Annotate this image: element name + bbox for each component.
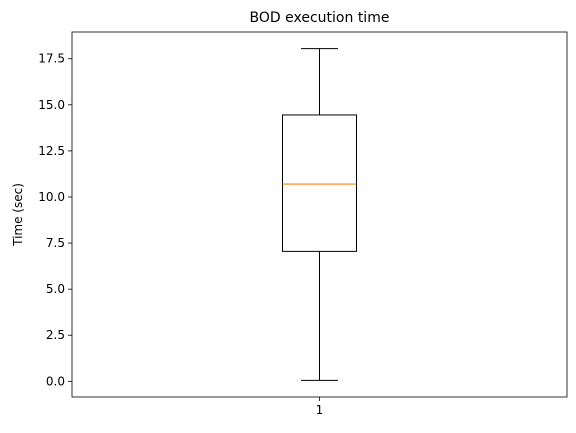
y-tick-label: 17.5 [38,52,65,66]
plot-area: 0.0 2.5 5.0 7.5 10.0 12.5 15.0 17.5 1 [38,31,568,417]
plot-frame [71,31,568,398]
y-tick-label: 5.0 [46,282,65,296]
y-tick-label: 10.0 [38,190,65,204]
chart-title: BOD execution time [250,10,390,26]
y-axis-label: Time (sec) [11,183,25,247]
y-tick-label: 0.0 [46,374,65,388]
y-tick-label: 2.5 [46,328,65,342]
y-tick-label: 15.0 [38,98,65,112]
y-tick-label: 12.5 [38,144,65,158]
y-tick-label: 7.5 [46,236,65,250]
x-tick-label: 1 [316,403,324,417]
box-iqr [282,114,357,252]
